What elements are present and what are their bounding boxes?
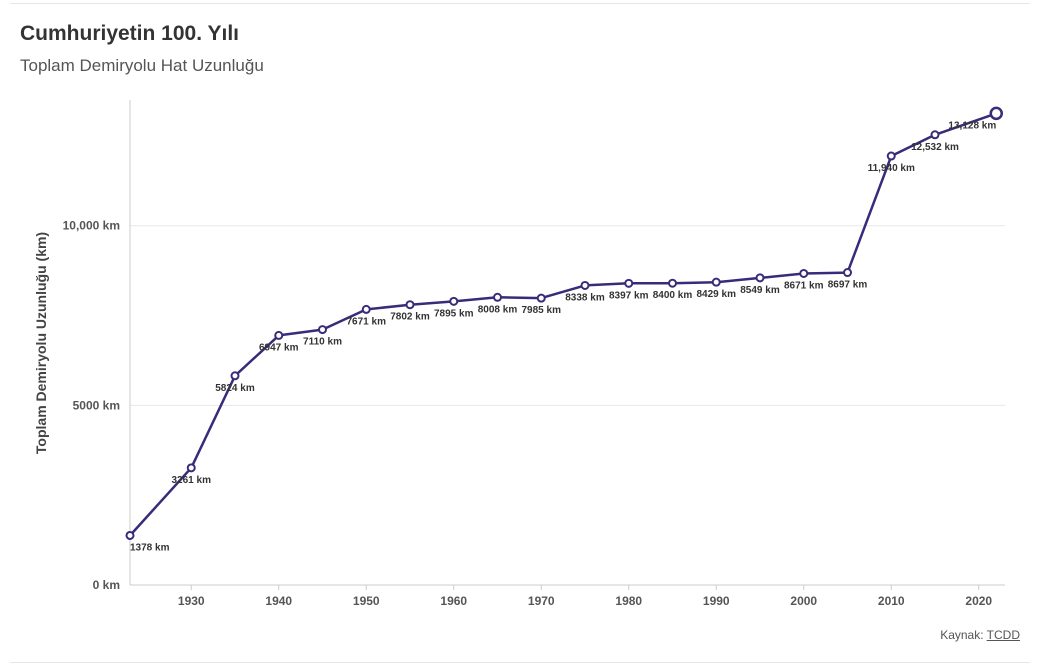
data-point[interactable] [449, 296, 459, 306]
data-label: 8429 km [697, 289, 737, 300]
data-label: 8671 km [784, 280, 824, 291]
x-tick-label: 1970 [528, 594, 555, 608]
data-point[interactable] [711, 277, 721, 287]
data-point[interactable] [274, 330, 284, 340]
x-tick-label: 2020 [965, 594, 992, 608]
data-label: 6947 km [259, 342, 299, 353]
data-point[interactable] [624, 278, 634, 288]
data-point[interactable] [668, 278, 677, 288]
data-label: 8338 km [565, 292, 605, 303]
data-point[interactable] [186, 463, 196, 473]
x-tick-label: 1950 [353, 594, 380, 608]
data-point[interactable] [755, 273, 765, 283]
data-label: 8397 km [609, 290, 649, 301]
data-label: 12,532 km [911, 142, 959, 153]
y-tick-label: 10,000 km [63, 219, 120, 233]
data-point[interactable] [493, 292, 502, 302]
bottom-divider [10, 662, 1030, 663]
x-tick-label: 1980 [615, 594, 642, 608]
data-labels: 1378 km 3261 km 5824 km 6947 km 7110 km 7671 … [130, 120, 996, 553]
source-prefix: Kaynak: [940, 628, 987, 642]
data-point[interactable] [886, 151, 896, 161]
data-label: 7110 km [303, 337, 342, 348]
data-point[interactable] [580, 280, 590, 290]
chart-title: Cumhuriyetin 100. Yılı [20, 22, 240, 45]
y-tick-label: 5000 km [73, 398, 120, 412]
data-label: 7895 km [434, 308, 474, 319]
data-label: 7802 km [390, 312, 430, 323]
data-point[interactable] [361, 304, 371, 314]
x-tick-label: 1940 [265, 594, 292, 608]
data-label: 5824 km [215, 383, 255, 394]
x-tick-label: 1930 [178, 594, 205, 608]
data-point[interactable] [989, 106, 1003, 121]
axes: 0 km 5000 km 10,000 km 1930 1940 1950 1960 1970… [63, 100, 1005, 608]
data-label: 8697 km [828, 280, 868, 291]
data-point[interactable] [230, 371, 240, 381]
data-point[interactable] [536, 293, 546, 303]
data-label: 13,128 km [948, 120, 996, 131]
source-link[interactable]: TCDD [986, 628, 1020, 642]
data-point[interactable] [930, 130, 940, 140]
data-label: 1378 km [130, 542, 170, 553]
data-point[interactable] [318, 325, 327, 335]
data-label: 8008 km [478, 304, 518, 315]
data-points [125, 106, 1003, 540]
series-line [129, 112, 997, 537]
data-label: 7985 km [522, 305, 562, 316]
x-tick-label: 1960 [440, 594, 467, 608]
data-point[interactable] [405, 300, 415, 310]
data-label: 11,940 km [868, 163, 915, 174]
data-point[interactable] [799, 268, 809, 278]
data-point[interactable] [843, 268, 852, 278]
y-axis-title: Toplam Demiryolu Uzunluğu (km) [33, 232, 49, 454]
series-line-group [129, 112, 997, 537]
data-label: 3261 km [172, 475, 212, 486]
data-label: 7671 km [347, 316, 387, 327]
x-tick-label: 2000 [790, 594, 817, 608]
y-tick-label: 0 km [93, 578, 120, 592]
source-note: Kaynak: TCDD [940, 628, 1020, 642]
grid-lines [130, 225, 1005, 406]
top-divider [10, 3, 1030, 4]
chart-subtitle: Toplam Demiryolu Hat Uzunluğu [20, 56, 264, 75]
x-tick-label: 2010 [878, 594, 905, 608]
data-label: 8549 km [740, 285, 780, 296]
data-point[interactable] [125, 530, 135, 540]
data-label: 8400 km [653, 290, 693, 301]
x-tick-label: 1990 [703, 594, 730, 608]
